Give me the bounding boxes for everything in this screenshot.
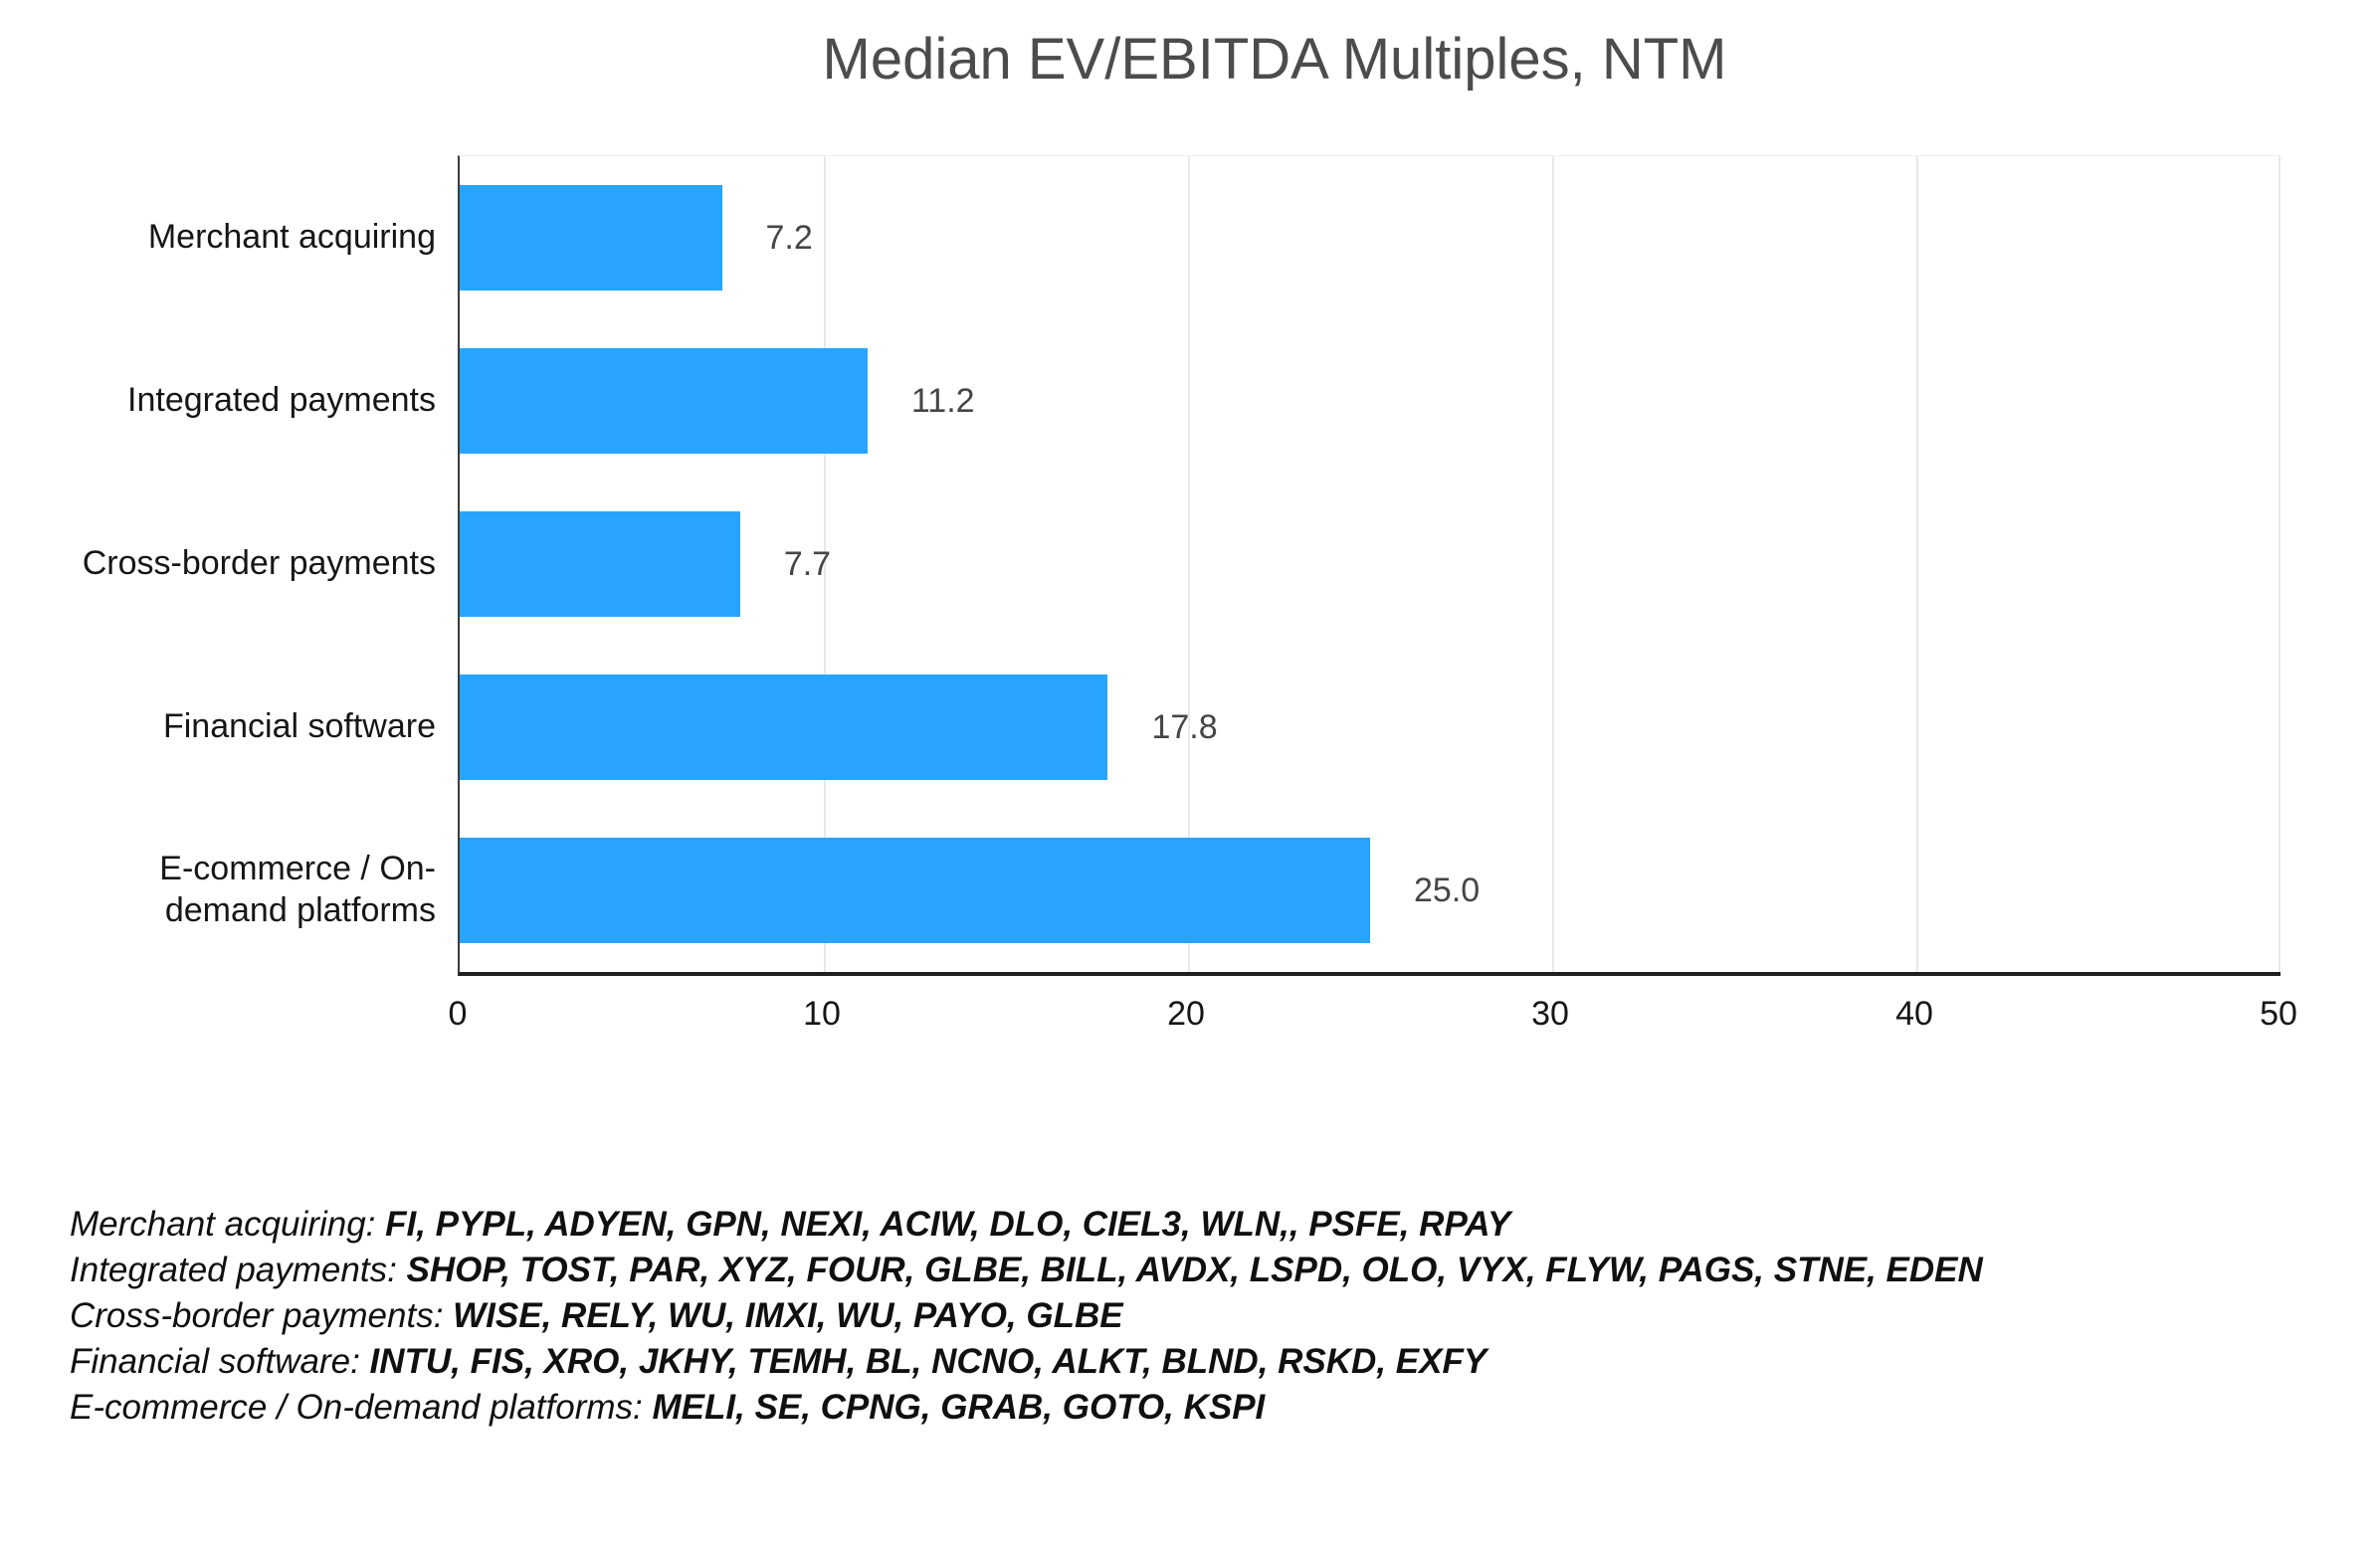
gridline-30	[1552, 156, 1554, 972]
bar-row-financial-software: 17.8	[460, 646, 2281, 809]
category-label-financial-software: Financial software	[162, 706, 436, 745]
bar-row-ecommerce-on-demand: 25.0	[460, 809, 2281, 972]
bar-row-cross-border-payments: 7.7	[460, 483, 2281, 646]
x-tick-20: 20	[1167, 995, 1205, 1033]
footnote-block: Merchant acquiring: FI, PYPL, ADYEN, GPN…	[70, 1202, 2340, 1431]
x-tick-0: 0	[448, 995, 468, 1033]
gridline-20	[1188, 156, 1190, 972]
category-label-cross-border-payments: Cross-border payments	[82, 543, 436, 582]
bar-integrated-payments	[460, 348, 868, 454]
footnote-cross-border-payments: Cross-border payments: WISE, RELY, WU, I…	[70, 1293, 2340, 1339]
bar-cross-border-payments	[460, 511, 740, 617]
bar-ecommerce-on-demand	[460, 838, 1370, 943]
footnote-tickers: FI, PYPL, ADYEN, GPN, NEXI, ACIW, DLO, C…	[385, 1205, 1511, 1244]
plot-area: 7.2 11.2 7.7 17.8 25.0	[458, 155, 2281, 976]
bar-row-merchant-acquiring: 7.2	[460, 156, 2281, 319]
footnote-integrated-payments: Integrated payments: SHOP, TOST, PAR, XY…	[70, 1248, 2340, 1293]
gridline-40	[1916, 156, 1918, 972]
footnote-tickers: MELI, SE, CPNG, GRAB, GOTO, KSPI	[652, 1388, 1266, 1427]
bar-value-label: 7.2	[765, 218, 813, 257]
footnote-tickers: WISE, RELY, WU, IMXI, WU, PAYO, GLBE	[453, 1296, 1123, 1335]
footnote-tickers: INTU, FIS, XRO, JKHY, TEMH, BL, NCNO, AL…	[369, 1342, 1488, 1381]
x-tick-30: 30	[1531, 995, 1569, 1033]
category-label-integrated-payments: Integrated payments	[127, 380, 436, 419]
gridline-50	[2279, 156, 2281, 972]
footnote-category: E-commerce / On-demand platforms:	[70, 1388, 653, 1427]
footnote-category: Integrated payments:	[70, 1251, 407, 1289]
bar-value-label: 25.0	[1414, 871, 1481, 909]
x-tick-40: 40	[1895, 995, 1933, 1033]
x-tick-10: 10	[803, 995, 841, 1033]
bar-value-label: 7.7	[783, 544, 832, 583]
bar-financial-software	[460, 675, 1108, 780]
bar-value-label: 17.8	[1151, 707, 1218, 746]
category-label-merchant-acquiring: Merchant acquiring	[147, 217, 436, 256]
chart-title: Median EV/EBITDA Multiples, NTM	[822, 27, 1727, 92]
footnote-category: Merchant acquiring:	[70, 1205, 386, 1244]
footnote-category: Financial software:	[70, 1342, 370, 1381]
footnote-category: Cross-border payments:	[70, 1296, 454, 1335]
x-axis-tick-labels: 0 10 20 30 40 50	[449, 995, 2297, 1039]
bar-value-label: 11.2	[910, 381, 975, 420]
footnote-tickers: SHOP, TOST, PAR, XYZ, FOUR, GLBE, BILL, …	[406, 1251, 1983, 1289]
bar-row-integrated-payments: 11.2	[460, 319, 2281, 483]
x-tick-50: 50	[2260, 995, 2297, 1033]
gridline-10	[824, 156, 826, 972]
y-axis-category-labels: Merchant acquiring Integrated payments C…	[0, 155, 436, 971]
footnote-financial-software: Financial software: INTU, FIS, XRO, JKHY…	[70, 1339, 2340, 1385]
footnote-ecommerce-on-demand: E-commerce / On-demand platforms: MELI, …	[70, 1385, 2340, 1431]
category-label-ecommerce-on-demand: E-commerce / On- demand platforms	[159, 849, 436, 930]
bar-merchant-acquiring	[460, 185, 722, 290]
footnote-merchant-acquiring: Merchant acquiring: FI, PYPL, ADYEN, GPN…	[70, 1202, 2340, 1248]
